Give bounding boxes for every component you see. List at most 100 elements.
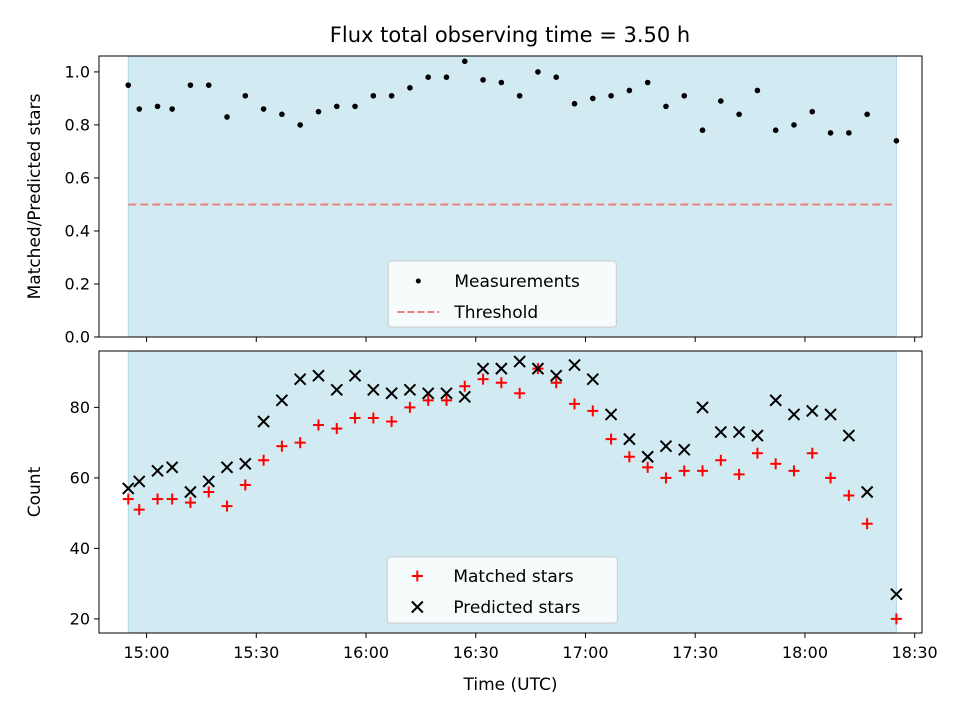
predicted-star-point bbox=[787, 408, 801, 421]
predicted-star-point-b bbox=[769, 394, 782, 407]
predicted-star-point bbox=[202, 475, 215, 488]
matched-star-point bbox=[122, 493, 134, 505]
predicted-star-point-b bbox=[568, 358, 581, 372]
predicted-star-point-b bbox=[696, 401, 709, 414]
predicted-star-point bbox=[151, 464, 164, 478]
count-y-axis-label: Count bbox=[25, 466, 45, 517]
predicted-star-point bbox=[403, 383, 417, 396]
measurement-point bbox=[125, 82, 132, 88]
predicted-star-point-b bbox=[293, 372, 307, 386]
matched-star-point bbox=[203, 486, 215, 498]
measurement-point bbox=[388, 92, 395, 99]
x-tick-label: 17:00 bbox=[562, 643, 608, 662]
measurement-point bbox=[333, 103, 340, 110]
matched-star-point bbox=[623, 451, 635, 463]
legend-measurements-marker bbox=[415, 278, 421, 284]
matched-star-point bbox=[133, 504, 145, 516]
y-tick-label: 0.4 bbox=[65, 221, 90, 240]
x-tick-label: 17:30 bbox=[672, 643, 718, 662]
measurement-point bbox=[297, 122, 303, 128]
predicted-star-point bbox=[275, 394, 289, 407]
ratio-y-axis-label: Matched/Predicted stars bbox=[25, 93, 45, 299]
y-tick-label: 80 bbox=[70, 398, 90, 417]
matched-star-point bbox=[861, 518, 873, 530]
x-tick-label: 16:30 bbox=[453, 643, 499, 662]
count-legend-box bbox=[386, 556, 618, 624]
predicted-star-point bbox=[513, 355, 526, 368]
predicted-star-point bbox=[239, 457, 252, 471]
measurement-point bbox=[535, 69, 541, 75]
matched-star-point bbox=[294, 437, 306, 449]
predicted-star-point bbox=[824, 408, 837, 421]
matched-star-point bbox=[514, 387, 526, 399]
measurement-point bbox=[571, 100, 578, 107]
predicted-star-point-b bbox=[732, 425, 746, 439]
predicted-star-point-b bbox=[440, 387, 453, 400]
x-tick-label: 15:30 bbox=[233, 643, 279, 662]
measurement-point bbox=[736, 111, 742, 118]
measurement-point bbox=[136, 106, 143, 112]
measurement-point bbox=[608, 92, 614, 99]
predicted-star-point bbox=[495, 362, 508, 375]
measurement-point bbox=[480, 77, 486, 83]
measurement-point bbox=[663, 103, 669, 110]
matched-star-point bbox=[221, 500, 233, 512]
predicted-star-point-b bbox=[385, 387, 398, 400]
legend-x-b bbox=[411, 600, 424, 614]
predicted-star-point-b bbox=[312, 369, 325, 382]
matched-star-point bbox=[152, 493, 164, 505]
predicted-star-point bbox=[293, 372, 307, 386]
predicted-star-point bbox=[623, 432, 636, 446]
predicted-star-point bbox=[220, 461, 234, 474]
measurement-point bbox=[590, 95, 596, 102]
x-tick-label: 18:30 bbox=[892, 643, 938, 662]
measurement-point bbox=[315, 108, 322, 115]
matched-star-point bbox=[678, 465, 690, 477]
predicted-star-point-b bbox=[824, 408, 837, 421]
predicted-star-point bbox=[440, 387, 453, 400]
predicted-star-point-b bbox=[165, 461, 179, 474]
predicted-star-point bbox=[421, 387, 435, 400]
count-panel: 20 40 60 80 15:00 15:30 16:00 16:30 17:00 17:30 18… bbox=[25, 350, 938, 662]
matched-star-point bbox=[331, 423, 343, 435]
predicted-star-point-b bbox=[458, 390, 471, 404]
measurement-point bbox=[846, 130, 852, 136]
predicted-star-point-b bbox=[403, 383, 417, 396]
measurement-point bbox=[443, 74, 450, 81]
measurement-point bbox=[718, 98, 724, 104]
matched-star-point bbox=[550, 377, 562, 389]
predicted-star-point bbox=[568, 358, 581, 372]
y-tick-label: 0.2 bbox=[65, 274, 90, 293]
measurement-point bbox=[498, 79, 505, 86]
matched-star-point bbox=[788, 465, 800, 477]
measurement-point bbox=[809, 108, 816, 115]
matched-star-point bbox=[569, 398, 581, 410]
measurement-point bbox=[224, 114, 230, 120]
y-tick-label: 60 bbox=[70, 468, 90, 487]
matched-star-point bbox=[587, 405, 599, 417]
measurement-point bbox=[791, 122, 797, 128]
predicted-star-point-b bbox=[751, 429, 764, 442]
matched-star-point bbox=[605, 433, 617, 445]
measurement-point bbox=[864, 111, 870, 118]
predicted-star-point bbox=[385, 387, 398, 400]
predicted-star-point-b bbox=[122, 482, 135, 495]
matched-star-point bbox=[843, 490, 855, 502]
predicted-star-point bbox=[806, 404, 819, 418]
count-marks bbox=[122, 355, 903, 625]
measurement-point bbox=[425, 74, 432, 81]
measurement-point bbox=[169, 106, 175, 112]
matched-star-point bbox=[404, 401, 416, 413]
measurement-point bbox=[260, 106, 267, 112]
measurement-point bbox=[681, 92, 688, 99]
measurement-point bbox=[461, 58, 468, 65]
matched-star-point bbox=[477, 373, 489, 385]
legend-matched-marker bbox=[411, 570, 423, 582]
ratio-ticks: 0.0 0.2 0.4 0.6 0.8 1.0 bbox=[65, 62, 916, 347]
matched-star-point bbox=[825, 472, 837, 484]
y-tick-label: 40 bbox=[70, 539, 90, 558]
predicted-star-point-b bbox=[184, 485, 197, 499]
y-tick-label: 0.8 bbox=[65, 115, 90, 134]
predicted-star-point-b bbox=[623, 432, 636, 446]
predicted-star-point-b bbox=[550, 369, 563, 382]
